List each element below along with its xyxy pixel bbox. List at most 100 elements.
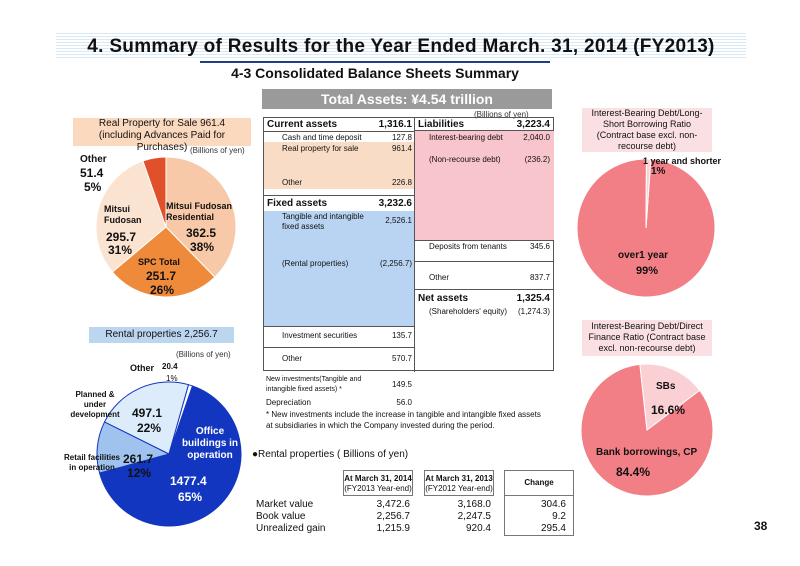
pie1-label-other: Other <box>80 154 107 165</box>
rule <box>415 289 554 290</box>
rule <box>415 130 554 131</box>
pie-slice-1-year-and-shorter <box>645 158 652 229</box>
other-liab-value: 837.7 <box>529 273 550 282</box>
real-property-label: Real property for sale <box>282 144 359 153</box>
pie2-value-planned: 497.1 <box>132 406 163 420</box>
new-investments-value: 149.5 <box>391 380 412 389</box>
liabilities-value: 3,223.4 <box>516 119 550 130</box>
deposits-label: Deposits from tenants <box>429 242 507 251</box>
pie-slice-sbs <box>639 363 701 431</box>
shareholders-equity-label: (Shareholders' equity) <box>429 307 508 316</box>
real-property-fill <box>264 142 414 189</box>
tangible-value: 2,526.1 <box>385 216 412 225</box>
net-assets-value: 1,325.4 <box>516 293 550 304</box>
cell: 3,168.0 <box>457 498 491 510</box>
pie3-title-box: Interest-Bearing Debt/Long-Short Borrowi… <box>582 108 712 152</box>
cell: 9.2 <box>552 510 566 522</box>
tangible-label-2: fixed assets <box>282 222 325 231</box>
header-line-1: At March 31, 2013 <box>425 474 493 483</box>
pie2-value-office: 1477.4 <box>170 474 207 488</box>
tangible-fill <box>264 211 414 326</box>
cell: 3,472.6 <box>376 498 410 510</box>
pie1-subtitle: (including Advances Paid for Purchases) <box>98 130 226 153</box>
rental-value: (2,256.7) <box>379 259 412 268</box>
other-fixed-value: 570.7 <box>391 354 412 363</box>
interest-debt-value: 2,040.0 <box>523 133 550 142</box>
table-header-change: Change <box>504 470 574 496</box>
net-assets-label: Net assets <box>418 293 469 304</box>
fixed-assets-value: 3,232.6 <box>378 198 412 209</box>
other-liab-label: Other <box>429 273 450 282</box>
pie1-value-other: 51.4 <box>80 166 104 180</box>
pie1-label-spc: SPC Total <box>138 257 180 267</box>
rental-label: (Rental properties) <box>282 259 349 268</box>
pie2-pct-planned: 22% <box>137 421 162 435</box>
non-recourse-label: (Non-recourse debt) <box>429 155 501 164</box>
note-line-1: * New investments include the increase i… <box>266 410 541 419</box>
pie3-label-short: 1 year and shorter <box>643 156 722 166</box>
pie2-pct-other: 1% <box>166 374 178 383</box>
shareholders-equity-value: (1,274.3) <box>517 307 550 316</box>
investment-securities-label: Investment securities <box>282 331 358 340</box>
rule <box>264 347 414 348</box>
debt-fill <box>415 130 554 240</box>
pie1-value-mitsui-fudosan: 295.7 <box>106 230 137 244</box>
pie-slice-mitsui-fudosan-residential <box>165 156 237 278</box>
rule <box>415 261 554 262</box>
table-header-fy2012: At March 31, 2013 (FY2012 Year-end) <box>424 470 494 496</box>
cell: 304.6 <box>540 498 566 510</box>
new-investments-label-1: New investments(Tangible and <box>266 376 362 383</box>
pie-slice-mitsui-fudosan <box>95 160 167 273</box>
pie2-label-office: Office buildings in operation <box>181 426 239 461</box>
cash-label: Cash and time deposit <box>282 133 362 142</box>
pie1-label-residential: Mitsui Fudosan Residential <box>166 201 232 222</box>
pie1-title-box: Real Property for Sale 961.4 (including … <box>73 118 251 153</box>
pie4-pct-bank: 84.4% <box>616 465 651 479</box>
row-label: Book value <box>256 510 306 522</box>
table-row: Unrealized gain 1,215.9 920.4 295.4 <box>254 522 570 534</box>
pie-slice-office-buildings-in-operation <box>98 385 242 527</box>
pie-slice-spc-total <box>111 226 216 298</box>
pie1-pct-mitsui-fudosan: 31% <box>108 243 133 257</box>
pie1-pct-residential: 38% <box>190 240 215 254</box>
total-assets-banner: Total Assets: ¥4.54 trillion <box>262 89 552 109</box>
pie1-value-spc: 251.7 <box>146 269 177 283</box>
pie1-pct-spc: 26% <box>150 283 175 297</box>
header-line-2: (FY2012 Year-end) <box>425 484 493 493</box>
non-recourse-value: (236.2) <box>524 155 550 164</box>
pie2-value-other: 20.4 <box>162 362 178 371</box>
real-property-value: 961.4 <box>391 144 412 153</box>
deposits-value: 345.6 <box>529 242 550 251</box>
change-column-box <box>504 496 574 536</box>
pie4-title-box: Interest-Bearing Debt/Direct Finance Rat… <box>582 320 712 356</box>
title-band <box>56 33 746 59</box>
current-assets-value: 1,316.1 <box>378 119 412 130</box>
rental-table: Market value 3,472.6 3,168.0 304.6 Book … <box>254 498 570 534</box>
tangible-label-1: Tangible and intangible <box>282 212 364 221</box>
pie1-value-residential: 362.5 <box>186 226 217 240</box>
rule <box>264 326 414 327</box>
pie-slice-other <box>142 156 167 228</box>
table-row: Market value 3,472.6 3,168.0 304.6 <box>254 498 570 510</box>
section-subtitle: 4-3 Consolidated Balance Sheets Summary <box>200 61 550 81</box>
page-number: 38 <box>754 519 768 533</box>
cell: 2,247.5 <box>457 510 491 522</box>
rental-table-title: ●Rental properties ( Billions of yen) <box>252 449 409 460</box>
pie3-label-over: over1 year <box>618 250 669 261</box>
pie2-value-retail: 261.7 <box>123 452 154 466</box>
pie2-label-other: Other <box>130 363 155 373</box>
other-fixed-label: Other <box>282 354 303 363</box>
pie2-pct-retail: 12% <box>127 466 152 480</box>
depreciation-value: 56.0 <box>396 398 412 407</box>
interest-debt-label: Interest-bearing debt <box>429 133 503 142</box>
other-current-value: 226.8 <box>391 178 412 187</box>
pie3-pct-short: 1% <box>651 166 666 177</box>
cell: 295.4 <box>540 522 566 534</box>
pie4-pct-sbs: 16.6% <box>651 403 686 417</box>
fixed-assets-label: Fixed assets <box>267 198 328 209</box>
pie-slice-planned-under-development <box>103 381 190 455</box>
liabilities-label: Liabilities <box>418 119 465 130</box>
table-row: Book value 2,256.7 2,247.5 9.2 <box>254 510 570 522</box>
rule <box>264 131 414 132</box>
